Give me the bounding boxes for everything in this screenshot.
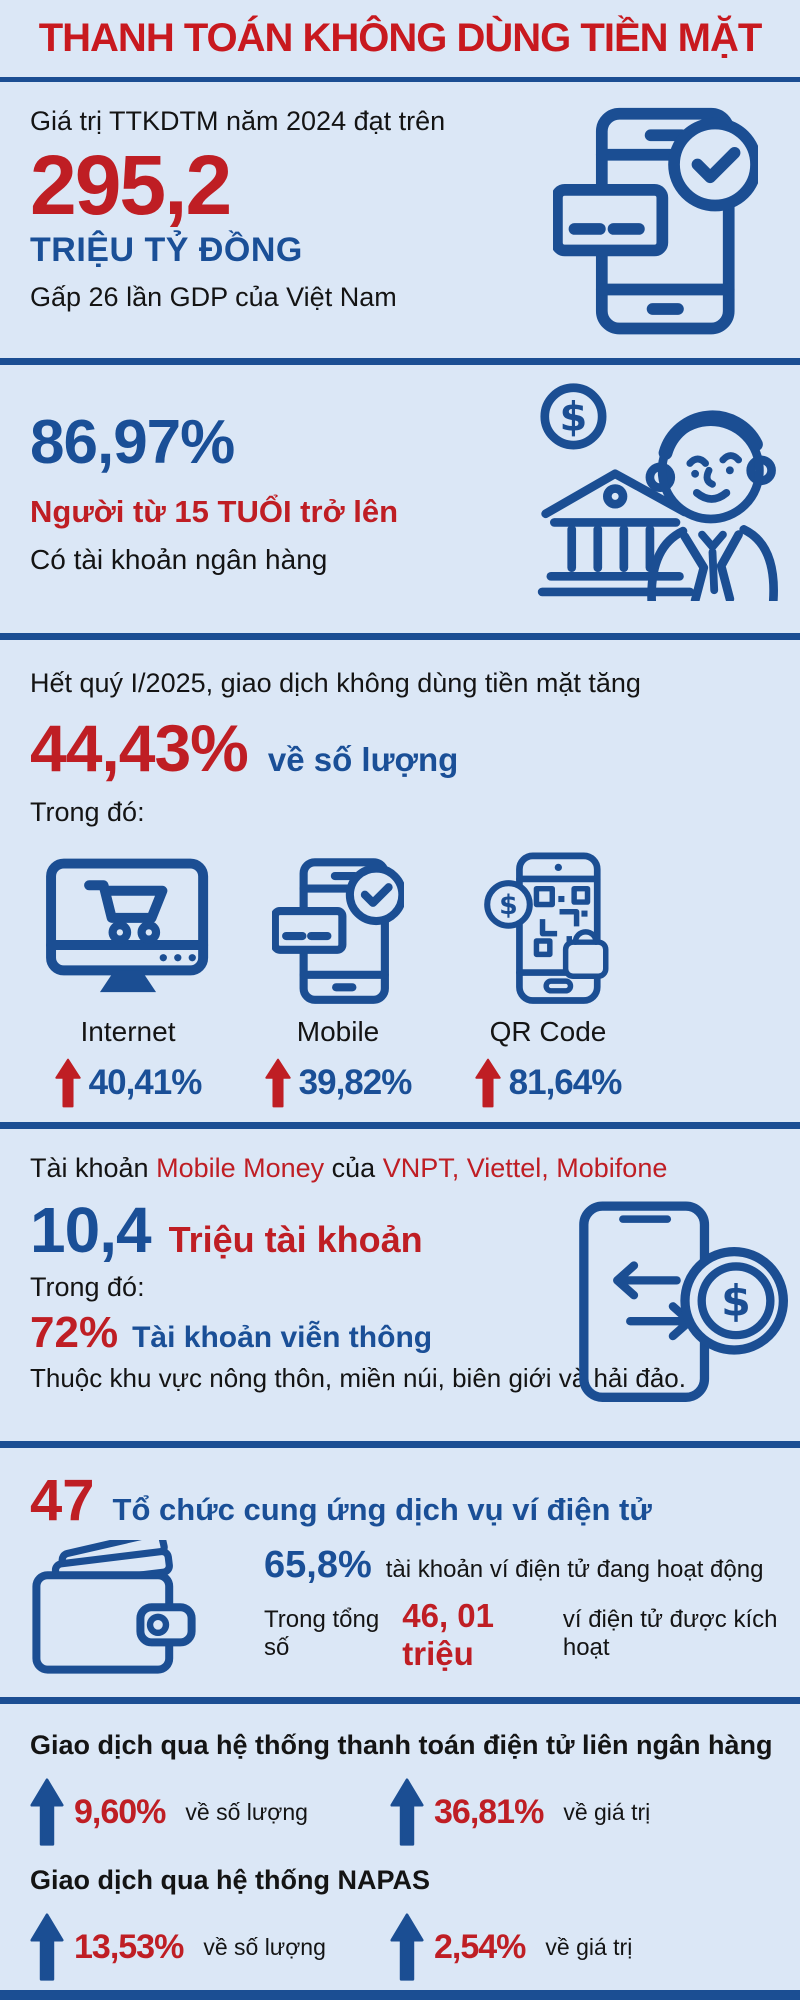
intro-mobile-money: Mobile Money — [156, 1153, 325, 1183]
ewallet-provider-count: 47 — [30, 1468, 95, 1533]
divider — [0, 1122, 800, 1129]
section-note: Thuộc khu vực nông thôn, miền núi, biên … — [30, 1363, 686, 1393]
svg-text:$: $ — [560, 394, 588, 440]
header: THANH TOÁN KHÔNG DÙNG TIỀN MẶT — [0, 0, 800, 77]
up-arrow-icon — [264, 1058, 291, 1108]
section-mobile-money: Tài khoản Mobile Money của VNPT, Viettel… — [0, 1129, 800, 1441]
big-number: 295,2 — [30, 138, 232, 232]
active-wallet-pct: 65,8% — [264, 1543, 372, 1586]
channel-list: Internet 40,41% — [0, 848, 800, 1112]
intro-part: Tài khoản — [30, 1153, 157, 1183]
wallet-icon — [32, 1540, 196, 1674]
channel-qr-code: $ QR Code 81,64% — [450, 848, 646, 1112]
interbank-title: Giao dịch qua hệ thống thanh toán điện t… — [30, 1730, 773, 1760]
interbank-stats: 9,60% về số lượng 36,81% về giá trị — [30, 1775, 800, 1849]
section-note: Gấp 26 lần GDP của Việt Nam — [30, 281, 397, 312]
telecom-pct: 72% — [30, 1308, 119, 1357]
stat-value: 36,81% — [434, 1792, 544, 1831]
subtitle: Trong đó: — [30, 797, 145, 827]
stat-value: 2,54% — [434, 1927, 526, 1966]
mobile-payment-icon — [272, 858, 404, 1004]
stat-item: 9,60% về số lượng — [30, 1775, 390, 1849]
channel-value: 81,64% — [508, 1063, 623, 1102]
section-value-2024: Giá trị TTKDTM năm 2024 đạt trên 295,2 T… — [0, 82, 800, 358]
svg-text:$: $ — [499, 890, 518, 921]
stat-value: 13,53% — [74, 1927, 184, 1966]
money-transfer-phone-icon: $ — [579, 1201, 788, 1402]
divider — [0, 358, 800, 365]
total-prefix: Trong tổng số — [264, 1605, 380, 1661]
channel-internet: Internet 40,41% — [30, 848, 226, 1112]
intro-carriers: VNPT, Viettel, Mobifone — [382, 1153, 668, 1183]
section-intro: Hết quý I/2025, giao dịch không dùng tiề… — [30, 668, 641, 698]
up-arrow-icon — [30, 1913, 64, 1981]
stat-item: 2,54% về giá trị — [390, 1910, 632, 1984]
divider — [0, 77, 800, 82]
page-title: THANH TOÁN KHÔNG DÙNG TIỀN MẶT — [38, 16, 763, 60]
big-number-unit: Triệu tài khoản — [168, 1219, 423, 1260]
divider — [0, 1697, 800, 1704]
stat-label: về giá trị — [563, 1798, 651, 1825]
up-arrow-icon — [390, 1913, 424, 1981]
total-suffix: ví điện tử được kích hoạt — [562, 1605, 778, 1661]
stat-label: về số lượng — [185, 1798, 308, 1825]
divider — [0, 1441, 800, 1448]
section-intro: Tài khoản Mobile Money của VNPT, Viettel… — [30, 1153, 800, 1184]
total-wallets: 46, 01 triệu — [402, 1596, 495, 1672]
stat-label: về giá trị — [545, 1933, 633, 1960]
section-payment-systems: Giao dịch qua hệ thống thanh toán điện t… — [0, 1704, 800, 1990]
section-bank-accounts: 86,97% Người từ 15 TUỔI trở lên Có tài k… — [0, 365, 800, 633]
channel-value: 39,82% — [298, 1063, 413, 1102]
channel-label: QR Code — [489, 1016, 607, 1047]
stat-item: 36,81% về giá trị — [390, 1775, 650, 1849]
accounts-line2: Có tài khoản ngân hàng — [30, 544, 328, 575]
section-q1-growth: Hết quý I/2025, giao dịch không dùng tiề… — [0, 640, 800, 1122]
up-arrow-icon — [390, 1778, 424, 1846]
up-arrow-icon — [474, 1058, 501, 1108]
section-ewallet: 47 Tổ chức cung ứng dịch vụ ví điện tử 6… — [0, 1448, 800, 1697]
channel-mobile: Mobile 39,82% — [240, 848, 436, 1112]
big-number: 44,43% — [30, 711, 249, 785]
divider — [0, 633, 800, 640]
banker-bank-icon: $ — [537, 383, 778, 601]
up-arrow-icon — [30, 1778, 64, 1846]
channel-label: Internet — [80, 1016, 176, 1047]
phone-payment-check-icon — [553, 107, 758, 335]
accounts-line1: Người từ 15 TUỔI trở lên — [30, 494, 399, 529]
telecom-pct-label: Tài khoản viễn thông — [132, 1321, 433, 1354]
up-arrow-icon — [54, 1058, 81, 1108]
big-number: 10,4 — [30, 1194, 152, 1266]
stat-label: về số lượng — [203, 1933, 326, 1960]
napas-stats: 13,53% về số lượng 2,54% về giá trị — [30, 1910, 800, 1984]
channel-value: 40,41% — [88, 1063, 203, 1102]
stat-item: 13,53% về số lượng — [30, 1910, 390, 1984]
active-wallet-label: tài khoản ví điện tử đang hoạt động — [385, 1555, 764, 1583]
stat-value: 9,60% — [74, 1792, 166, 1831]
ewallet-provider-label: Tổ chức cung ứng dịch vụ ví điện tử — [112, 1492, 652, 1527]
napas-title: Giao dịch qua hệ thống NAPAS — [30, 1865, 431, 1895]
subtitle: Trong đó: — [30, 1272, 145, 1302]
big-number-unit: TRIỆU TỶ ĐỒNG — [30, 230, 303, 269]
big-number: 86,97% — [30, 408, 235, 477]
qr-payment-icon: $ — [484, 852, 609, 1004]
footer-bar — [0, 1990, 800, 2000]
intro-part: của — [324, 1153, 383, 1183]
internet-shopping-icon — [46, 858, 209, 993]
section-intro: Giá trị TTKDTM năm 2024 đạt trên — [30, 106, 446, 136]
svg-text:$: $ — [721, 1277, 751, 1327]
channel-label: Mobile — [296, 1016, 380, 1047]
big-number-suffix: về số lượng — [267, 741, 459, 778]
